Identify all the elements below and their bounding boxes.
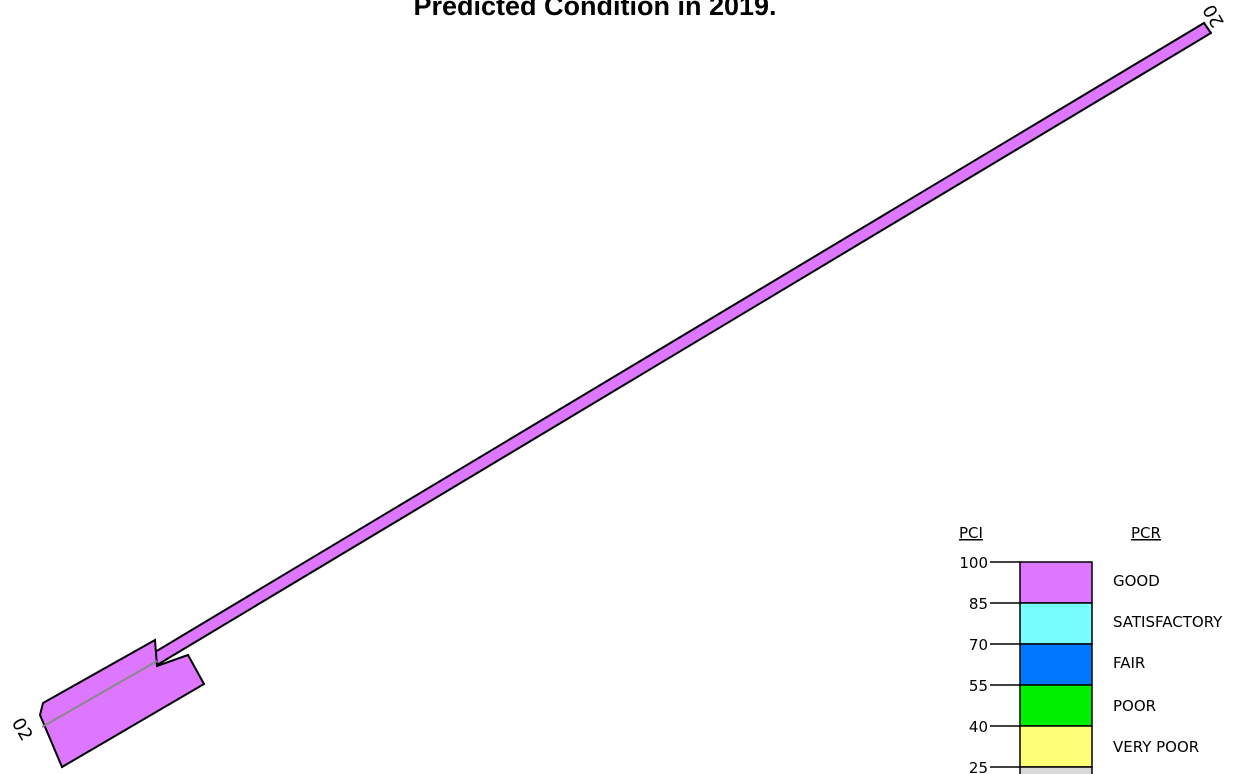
legend-label-very-poor: VERY POOR: [1113, 738, 1199, 756]
runway-centerline: [41, 660, 158, 728]
legend-label-fair: FAIR: [1113, 654, 1145, 672]
legend-label-good: GOOD: [1113, 572, 1160, 590]
condition-legend: PCI PCR 100 85 70 55 40 25 GOOD SATISFAC…: [959, 524, 1223, 774]
legend-tick-label-70: 70: [969, 636, 988, 654]
legend-pcr-header: PCR: [1131, 524, 1161, 542]
legend-swatch-poor: [1019, 684, 1093, 727]
legend-tick-label-85: 85: [969, 595, 988, 613]
legend-swatch-fair: [1019, 643, 1093, 686]
runway-end-label-02: 02: [7, 714, 37, 744]
apron-section[interactable]: [38, 638, 206, 769]
legend-pci-header: PCI: [959, 524, 983, 542]
legend-label-poor: POOR: [1113, 697, 1156, 715]
legend-label-satisfactory: SATISFACTORY: [1113, 613, 1223, 631]
legend-tick-label-100: 100: [959, 554, 988, 572]
map-title: Predicted Condition in 2019.: [413, 0, 777, 21]
legend-tick-label-25: 25: [969, 759, 988, 774]
legend-swatch-very-poor: [1019, 725, 1093, 768]
legend-swatch-satisfactory: [1019, 602, 1093, 645]
legend-tick-label-55: 55: [969, 677, 988, 695]
legend-tick-label-40: 40: [969, 718, 988, 736]
legend-swatch-good: [1019, 561, 1093, 604]
legend-swatch-next: [1019, 766, 1093, 774]
